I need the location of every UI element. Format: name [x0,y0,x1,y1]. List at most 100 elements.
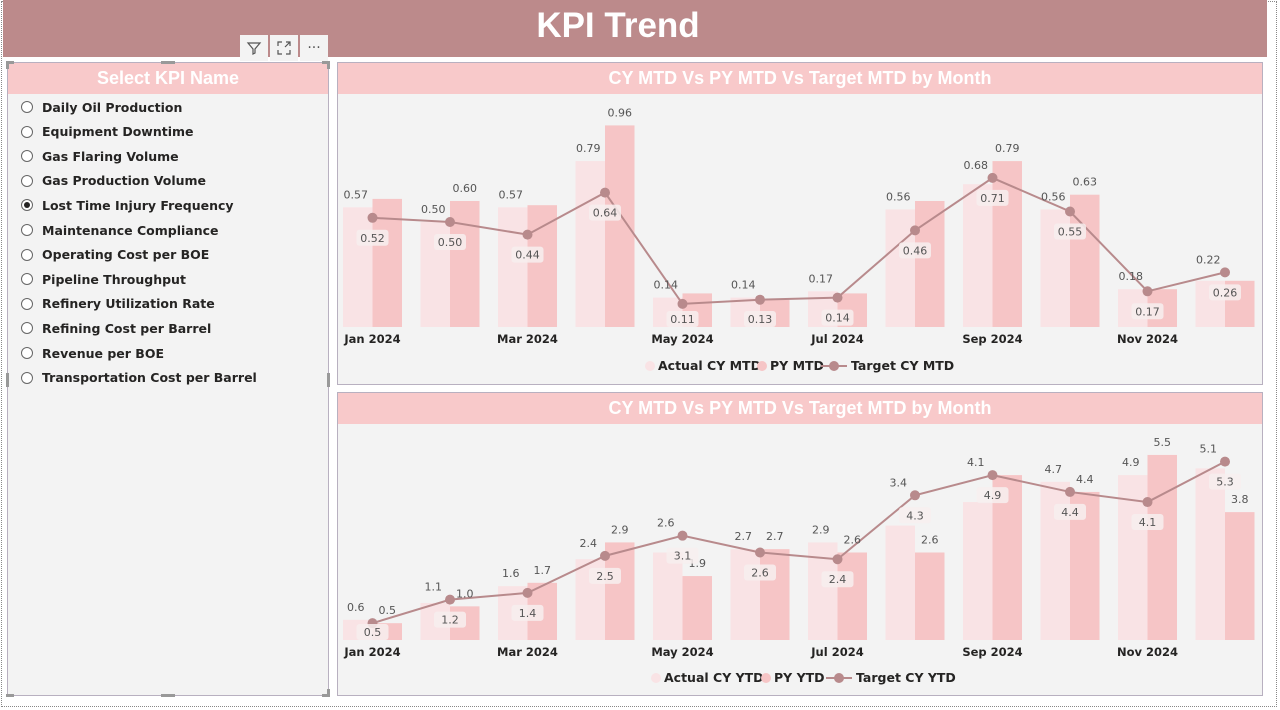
resize-handle[interactable] [327,689,330,697]
slicer-item-label: Gas Flaring Volume [42,148,179,164]
actual-data-label: 0.79 [576,142,601,155]
target-label-bg [744,564,776,581]
target-label-bg [356,229,389,246]
radio-button[interactable] [21,297,33,310]
actual-bar [343,207,373,327]
actual-data-label: 0.14 [731,279,756,292]
radio-button[interactable] [21,101,33,113]
py-bar [372,198,402,327]
slicer-item[interactable]: Revenue per BOE [21,343,164,363]
target-label-bg [434,234,466,250]
py-bar [527,205,557,327]
mtd-chart-panel: CY MTD Vs PY MTD Vs Target MTD by Month … [337,62,1263,385]
slicer-item[interactable]: Refinery Utilization Rate [21,294,215,314]
target-point [1142,497,1153,508]
target-point [1065,486,1075,497]
slicer-item[interactable]: Pipeline Throughput [21,269,186,289]
resize-handle[interactable] [161,61,175,64]
py-data-label: 2.6 [844,534,862,547]
more-options-icon[interactable]: ··· [300,35,328,61]
target-data-label: 0.17 [1135,305,1160,318]
slicer-item[interactable]: Operating Cost per BOE [21,245,209,265]
x-tick-label: Jan 2024 [343,332,400,346]
py-bar [992,161,1022,327]
target-label-bg [976,189,1009,206]
slicer-item-label: Gas Production Volume [42,173,207,189]
resize-handle[interactable] [327,61,330,69]
slicer-item[interactable]: Refining Cost per Barrel [21,318,211,338]
target-label-bg [1209,284,1241,301]
actual-data-label: 0.14 [654,279,679,292]
target-data-label: 0.11 [670,313,695,326]
target-data-label: 2.6 [751,567,769,580]
slicer-item[interactable]: Gas Flaring Volume [21,146,179,166]
radio-button[interactable] [21,322,33,335]
slicer-item[interactable]: Equipment Downtime [21,122,194,142]
actual-data-label: 1.1 [425,581,443,594]
py-bar [1147,454,1177,640]
legend-py-marker [757,361,767,371]
x-tick-label: Jul 2024 [810,645,863,659]
actual-data-label: 4.7 [1045,463,1063,476]
target-data-label: 1.4 [519,607,537,620]
x-tick-label: May 2024 [651,645,713,659]
page-header: KPI Trend [3,0,1267,57]
radio-button[interactable] [21,347,33,359]
resize-handle[interactable] [6,694,14,697]
target-point [522,587,533,598]
py-data-label: 1.7 [534,564,552,577]
slicer-item[interactable]: Lost Time Injury Frequency [21,195,234,215]
legend-target-marker [834,673,844,683]
resize-handle[interactable] [6,373,9,387]
resize-handle[interactable] [6,61,9,69]
x-tick-label: Nov 2024 [1117,332,1178,346]
radio-button[interactable] [21,150,33,163]
target-data-label: 0.46 [903,244,928,257]
legend-target-label: Target CY YTD [856,670,956,685]
py-data-label: 2.6 [921,534,939,547]
resize-handle[interactable] [327,373,330,387]
target-data-label: 0.13 [748,313,773,326]
target-data-label: 4.9 [984,489,1002,502]
target-data-label: 0.50 [438,236,463,249]
mtd-chart-title: CY MTD Vs PY MTD Vs Target MTD by Month [338,63,1262,94]
target-point [832,292,843,303]
radio-button[interactable] [21,273,33,286]
target-point [1142,286,1153,297]
slicer-item[interactable]: Gas Production Volume [21,171,206,191]
actual-bar [498,207,528,327]
radio-button[interactable] [21,174,33,187]
py-data-label: 0.60 [453,182,478,195]
target-data-label: 1.2 [441,614,459,627]
actual-data-label: 4.9 [1122,456,1140,469]
actual-data-label: 1.6 [502,567,520,580]
target-label-bg [821,309,854,326]
target-label-bg [899,242,931,259]
radio-button[interactable] [21,199,33,212]
slicer-item[interactable]: Maintenance Compliance [21,220,219,240]
legend-py-label: PY YTD [774,670,825,685]
slicer-item[interactable]: Transportation Cost per Barrel [21,368,257,388]
target-point [677,530,688,541]
resize-handle[interactable] [6,61,14,64]
target-label-bg [744,311,776,327]
filter-icon[interactable] [240,35,268,61]
target-point [600,550,610,561]
resize-handle[interactable] [322,61,330,64]
focus-mode-icon[interactable] [270,35,298,61]
target-data-label: 2.5 [596,570,614,583]
py-data-label: 1.0 [456,587,474,600]
target-point [987,172,998,183]
slicer-item[interactable]: Daily Oil Production [21,97,182,117]
actual-bar [575,161,605,327]
radio-button[interactable] [21,224,33,236]
slicer-item-label: Pipeline Throughput [42,271,186,287]
radio-button[interactable] [21,371,33,384]
resize-handle[interactable] [322,694,330,697]
py-bar [760,549,790,640]
radio-button[interactable] [21,125,33,138]
py-bar [1070,194,1100,327]
actual-data-label: 0.18 [1119,270,1144,283]
radio-button[interactable] [21,248,33,261]
resize-handle[interactable] [161,694,175,697]
